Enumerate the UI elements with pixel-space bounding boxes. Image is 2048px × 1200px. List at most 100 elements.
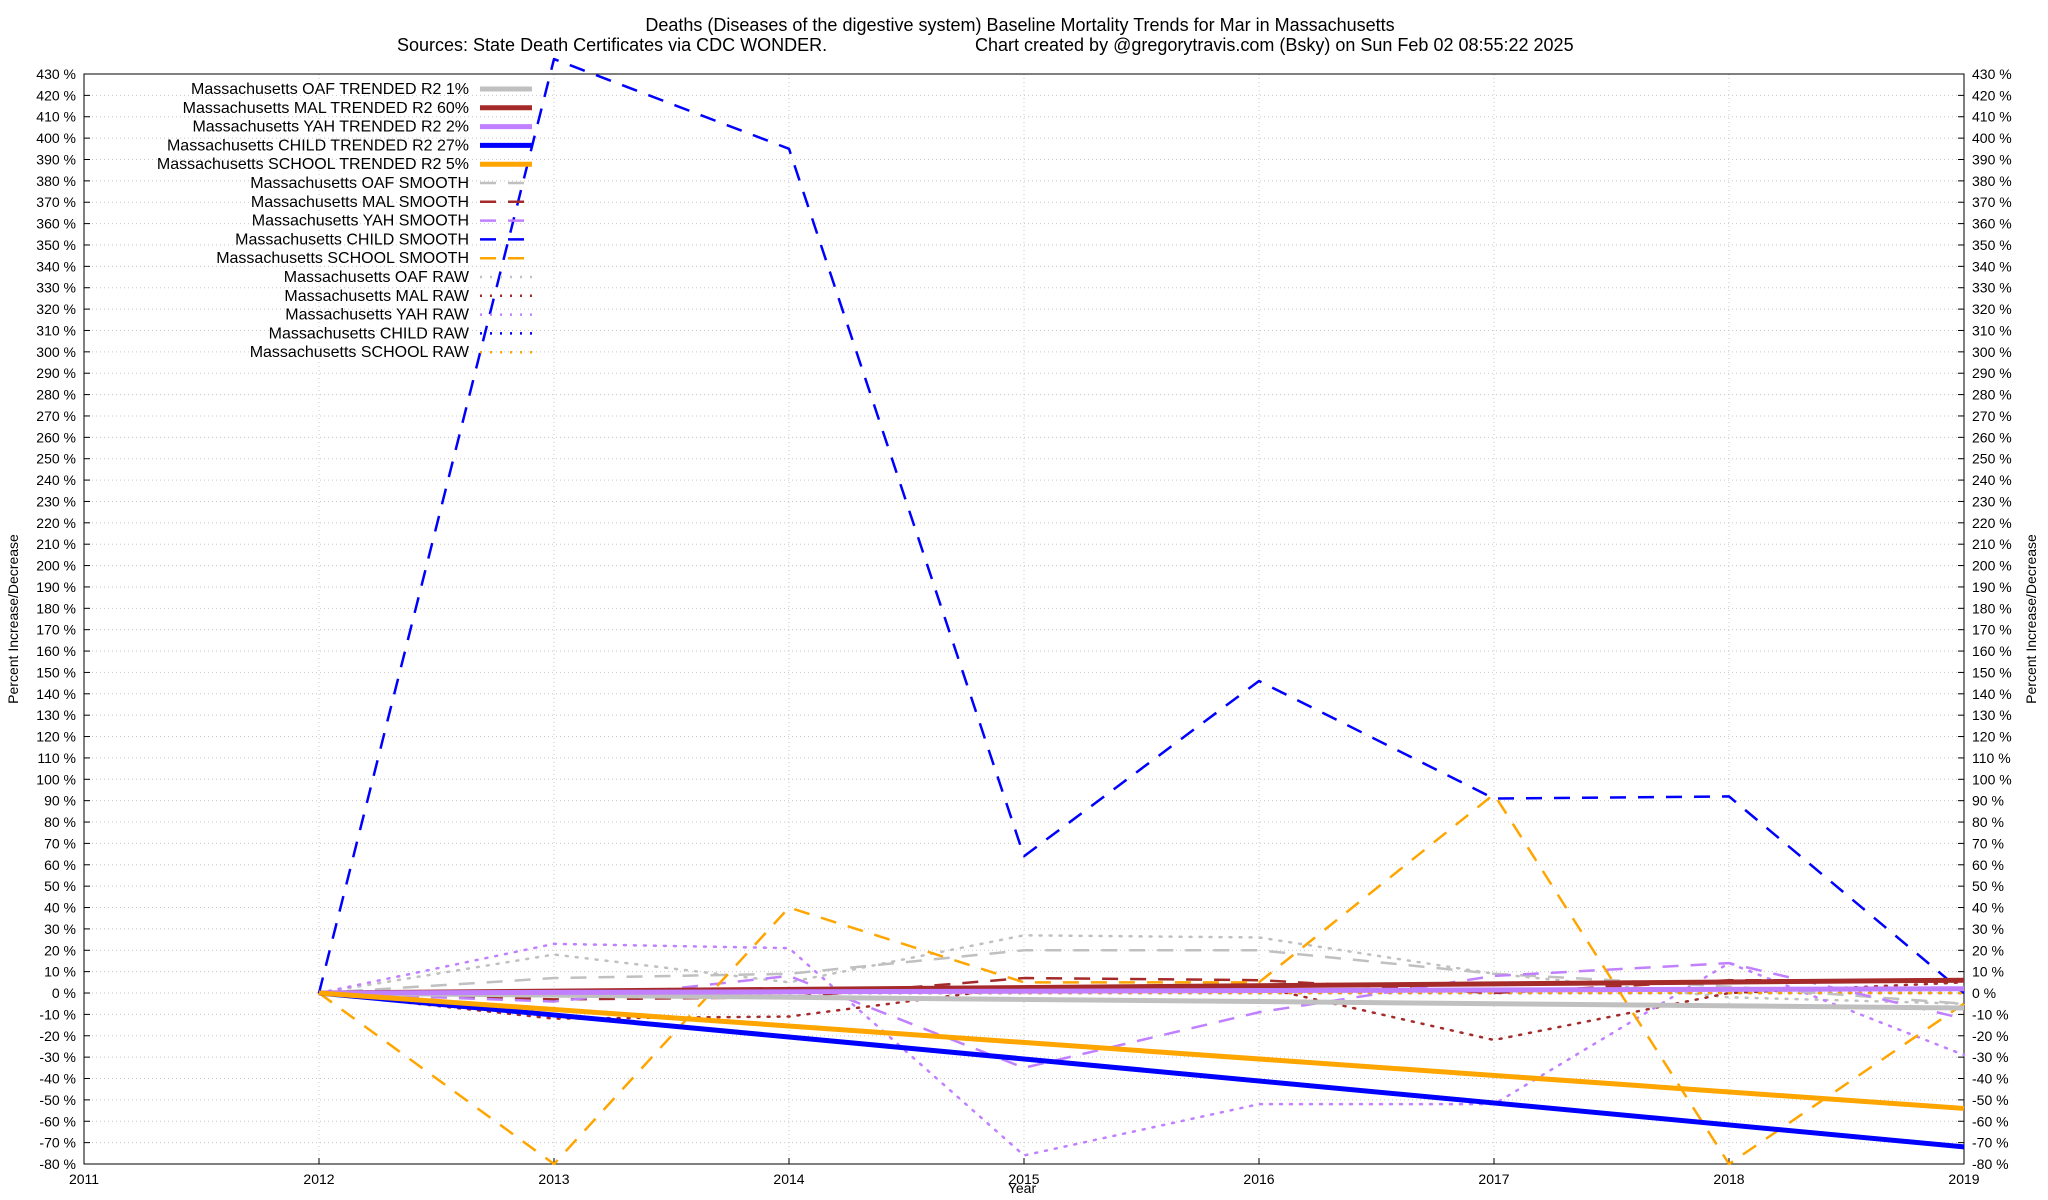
series-line-massachusetts-yah-smooth xyxy=(318,961,1965,1070)
y-tick-label-right: 200 % xyxy=(1972,558,2012,574)
y-tick-label-right: -20 % xyxy=(1972,1028,2009,1044)
series-line-massachusetts-yah-trended-r2-2 xyxy=(318,986,1965,996)
y-tick-label: 170 % xyxy=(36,622,76,638)
y-tick-label-right: 180 % xyxy=(1972,600,2012,616)
y-tick-label-right: 160 % xyxy=(1972,643,2012,659)
y-tick-label: -40 % xyxy=(39,1071,76,1087)
y-tick-label: 50 % xyxy=(44,878,76,894)
legend-label: Massachusetts YAH TRENDED R2 2% xyxy=(192,119,469,136)
y-tick-label-right: 380 % xyxy=(1972,173,2012,189)
legend-label: Massachusetts CHILD RAW xyxy=(269,325,470,342)
y-tick-label: 410 % xyxy=(36,109,76,125)
y-tick-label: 430 % xyxy=(36,66,76,82)
y-tick-label: 340 % xyxy=(36,258,76,274)
y-tick-label: 220 % xyxy=(36,515,76,531)
y-tick-label: 120 % xyxy=(36,729,76,745)
y-tick-label-right: -30 % xyxy=(1972,1049,2009,1065)
y-tick-label: 230 % xyxy=(36,493,76,509)
y-tick-label: 210 % xyxy=(36,536,76,552)
y-tick-label-right: 210 % xyxy=(1972,536,2012,552)
legend-label: Massachusetts CHILD TRENDED R2 27% xyxy=(167,137,469,154)
legend-label: Massachusetts OAF SMOOTH xyxy=(250,175,469,192)
x-tick-label: 2019 xyxy=(1948,1171,1979,1187)
x-tick-label: 2017 xyxy=(1478,1171,1509,1187)
y-tick-label-right: 40 % xyxy=(1972,900,2004,916)
y-tick-label-right: 370 % xyxy=(1972,194,2012,210)
y-tick-label: -70 % xyxy=(39,1135,76,1151)
series-line-massachusetts-child-trended-r2-27 xyxy=(318,990,1965,1150)
y-tick-label-right: -40 % xyxy=(1972,1071,2009,1087)
y-tick-label-right: 90 % xyxy=(1972,793,2004,809)
y-tick-label-right: 350 % xyxy=(1972,237,2012,253)
legend-label: Massachusetts MAL TRENDED R2 60% xyxy=(183,100,469,117)
series-group xyxy=(317,57,1966,1166)
x-axis-label: Year xyxy=(1008,1180,1037,1196)
y-tick-label: 270 % xyxy=(36,408,76,424)
legend-label: Massachusetts SCHOOL RAW xyxy=(250,344,470,361)
y-tick-label-right: 260 % xyxy=(1972,429,2012,445)
y-tick-label: 160 % xyxy=(36,643,76,659)
y-tick-label: 380 % xyxy=(36,173,76,189)
y-tick-label: 100 % xyxy=(36,771,76,787)
y-tick-label-right: 10 % xyxy=(1972,964,2004,980)
y-tick-label-right: 120 % xyxy=(1972,729,2012,745)
x-tick-label: 2012 xyxy=(303,1171,334,1187)
y-tick-label-right: 240 % xyxy=(1972,472,2012,488)
y-tick-label-right: 70 % xyxy=(1972,835,2004,851)
y-tick-label-right: 430 % xyxy=(1972,66,2012,82)
legend-label: Massachusetts MAL SMOOTH xyxy=(251,194,469,211)
y-tick-label-right: 270 % xyxy=(1972,408,2012,424)
y-tick-label: -60 % xyxy=(39,1113,76,1129)
series-line-massachusetts-yah-raw xyxy=(317,942,1966,1157)
y-tick-label: 90 % xyxy=(44,793,76,809)
x-axis: 2011 2012 2013 2014 2015 2016 2017 2018 2019 xyxy=(69,1158,1980,1187)
x-tick-label: 2013 xyxy=(538,1171,569,1187)
y-tick-label-right: 340 % xyxy=(1972,258,2012,274)
y-tick-label-right: 190 % xyxy=(1972,579,2012,595)
y-tick-label: 350 % xyxy=(36,237,76,253)
y-tick-label-right: 140 % xyxy=(1972,686,2012,702)
y-tick-label: 180 % xyxy=(36,600,76,616)
legend: Massachusetts OAF TRENDED R2 1% Massachus… xyxy=(157,81,532,361)
y-tick-label: 290 % xyxy=(36,365,76,381)
y-tick-label: 0 % xyxy=(52,985,76,1001)
y-tick-label-right: 280 % xyxy=(1972,387,2012,403)
legend-label: Massachusetts OAF TRENDED R2 1% xyxy=(191,81,469,98)
legend-label: Massachusetts SCHOOL SMOOTH xyxy=(216,250,469,267)
y-tick-label-right: -10 % xyxy=(1972,1006,2009,1022)
y-tick-label-right: 330 % xyxy=(1972,280,2012,296)
y-tick-label: 330 % xyxy=(36,280,76,296)
y-tick-label: -30 % xyxy=(39,1049,76,1065)
y-tick-label-right: 310 % xyxy=(1972,322,2012,338)
y-tick-label: 40 % xyxy=(44,900,76,916)
y-tick-label-right: 20 % xyxy=(1972,942,2004,958)
y-tick-label-right: 80 % xyxy=(1972,814,2004,830)
y-tick-label-right: 130 % xyxy=(1972,707,2012,723)
y-tick-label: 110 % xyxy=(37,750,76,766)
x-tick-label: 2018 xyxy=(1713,1171,1744,1187)
y-tick-label: 260 % xyxy=(36,429,76,445)
y-tick-label: 420 % xyxy=(36,87,76,103)
y-tick-label-right: -50 % xyxy=(1972,1092,2009,1108)
y-tick-label-right: 360 % xyxy=(1972,216,2012,232)
legend-label: Massachusetts SCHOOL TRENDED R2 5% xyxy=(157,156,469,173)
legend-label: Massachusetts OAF RAW xyxy=(284,269,470,286)
y-tick-label: 390 % xyxy=(36,151,76,167)
y-tick-label: 140 % xyxy=(36,686,76,702)
y-tick-label-right: 410 % xyxy=(1972,109,2012,125)
y-tick-label-right: 400 % xyxy=(1972,130,2012,146)
y-tick-label-right: 320 % xyxy=(1972,301,2012,317)
y-tick-label-right: -60 % xyxy=(1972,1113,2009,1129)
y-tick-label: 150 % xyxy=(36,664,76,680)
x-tick-label: 2015 xyxy=(1008,1171,1039,1187)
y-axis-label-left: Percent Increase/Decrease xyxy=(5,534,21,704)
y-tick-label: 400 % xyxy=(36,130,76,146)
y-tick-label-right: 100 % xyxy=(1972,771,2012,787)
y-tick-label-right: 0 % xyxy=(1972,985,1996,1001)
y-tick-label: -20 % xyxy=(39,1028,76,1044)
y-tick-label: 30 % xyxy=(44,921,76,937)
y-tick-label: 280 % xyxy=(36,387,76,403)
y-tick-label-right: 290 % xyxy=(1972,365,2012,381)
y-tick-label: 20 % xyxy=(44,942,76,958)
y-tick-label: 200 % xyxy=(36,558,76,574)
